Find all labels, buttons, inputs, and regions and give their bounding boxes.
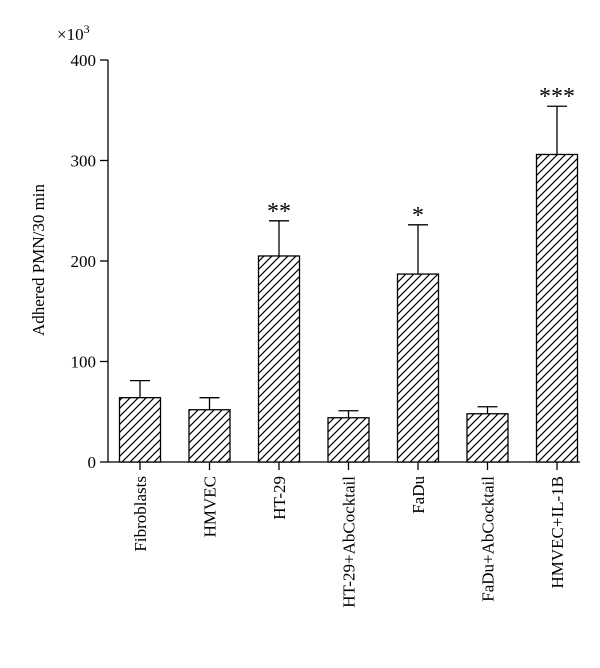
y-tick-label: 400 [71,51,97,70]
category-labels: Fibroblasts HMVEC HT-29 HT-29+AbCocktail FaD… [131,476,567,608]
error-bars [130,105,567,418]
significance-marks: ** **** [267,84,575,229]
bar [118,397,162,463]
x-tick-label: HMVEC+IL-1B [548,476,567,589]
y-tick-label: 300 [71,152,97,171]
y-multiplier-label: ×103 [57,22,90,44]
axes [107,60,580,470]
x-tick-label: FaDu [409,476,428,514]
x-tick-label: Fibroblasts [131,476,150,552]
y-axis-title: Adhered PMN/30 min [29,183,48,336]
bar [466,413,509,463]
x-tick-label: FaDu+AbCocktail [479,476,498,602]
x-tick-label: HT-29+AbCocktail [340,476,359,608]
bar [396,273,440,463]
x-tick-label: HMVEC [201,476,220,537]
significance-mark: * [412,203,424,229]
bars [118,153,579,463]
bar [327,417,370,463]
significance-mark: *** [539,84,575,110]
y-tick-label: 0 [88,453,97,472]
y-tick-label: 100 [71,353,97,372]
y-ticks: 0 100 200 300 400 [71,51,108,472]
bar [535,153,579,463]
bar [257,255,301,463]
bar [188,409,231,463]
x-tick-label: HT-29 [270,476,289,520]
significance-mark: ** [267,199,291,225]
y-tick-label: 200 [71,252,97,271]
